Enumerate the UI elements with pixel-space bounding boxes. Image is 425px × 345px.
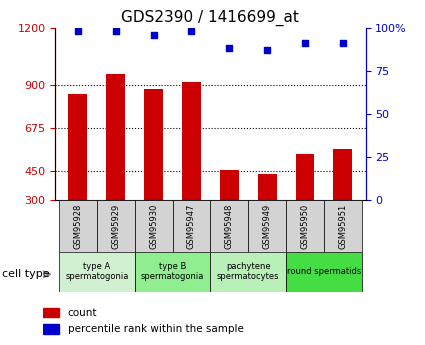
Text: GSM95951: GSM95951 bbox=[338, 203, 347, 249]
FancyBboxPatch shape bbox=[59, 252, 135, 292]
FancyBboxPatch shape bbox=[210, 252, 286, 292]
Text: type A
spermatogonia: type A spermatogonia bbox=[65, 262, 128, 282]
FancyBboxPatch shape bbox=[173, 200, 210, 252]
Point bbox=[302, 40, 309, 46]
Text: GSM95930: GSM95930 bbox=[149, 203, 158, 249]
Point bbox=[112, 28, 119, 34]
Bar bbox=[42, 324, 59, 334]
Bar bbox=[258, 174, 277, 200]
Text: count: count bbox=[68, 308, 97, 318]
Point bbox=[150, 32, 157, 37]
Title: GDS2390 / 1416699_at: GDS2390 / 1416699_at bbox=[122, 10, 299, 26]
Text: GSM95928: GSM95928 bbox=[74, 203, 82, 249]
Bar bbox=[182, 82, 201, 200]
FancyBboxPatch shape bbox=[210, 200, 248, 252]
Text: pachytene
spermatocytes: pachytene spermatocytes bbox=[217, 262, 280, 282]
Bar bbox=[333, 149, 352, 200]
Point bbox=[188, 28, 195, 34]
Bar bbox=[144, 89, 163, 200]
Text: type B
spermatogonia: type B spermatogonia bbox=[141, 262, 204, 282]
Bar bbox=[68, 94, 88, 200]
Bar bbox=[295, 154, 314, 200]
FancyBboxPatch shape bbox=[248, 200, 286, 252]
Bar bbox=[220, 170, 239, 200]
FancyBboxPatch shape bbox=[286, 200, 324, 252]
Point bbox=[74, 28, 81, 34]
FancyBboxPatch shape bbox=[286, 252, 362, 292]
Bar bbox=[42, 308, 59, 317]
Text: GSM95948: GSM95948 bbox=[225, 203, 234, 249]
Text: GSM95929: GSM95929 bbox=[111, 203, 120, 249]
Point bbox=[264, 47, 271, 53]
Text: GSM95950: GSM95950 bbox=[300, 203, 309, 249]
FancyBboxPatch shape bbox=[135, 200, 173, 252]
Text: percentile rank within the sample: percentile rank within the sample bbox=[68, 324, 244, 334]
Text: GSM95947: GSM95947 bbox=[187, 203, 196, 249]
Text: round spermatids: round spermatids bbox=[287, 267, 361, 276]
Point bbox=[340, 40, 346, 46]
Bar bbox=[106, 73, 125, 200]
FancyBboxPatch shape bbox=[97, 200, 135, 252]
Text: GSM95949: GSM95949 bbox=[263, 203, 272, 249]
Text: cell type: cell type bbox=[2, 269, 50, 279]
FancyBboxPatch shape bbox=[135, 252, 210, 292]
FancyBboxPatch shape bbox=[59, 200, 97, 252]
FancyBboxPatch shape bbox=[324, 200, 362, 252]
Point bbox=[226, 46, 233, 51]
